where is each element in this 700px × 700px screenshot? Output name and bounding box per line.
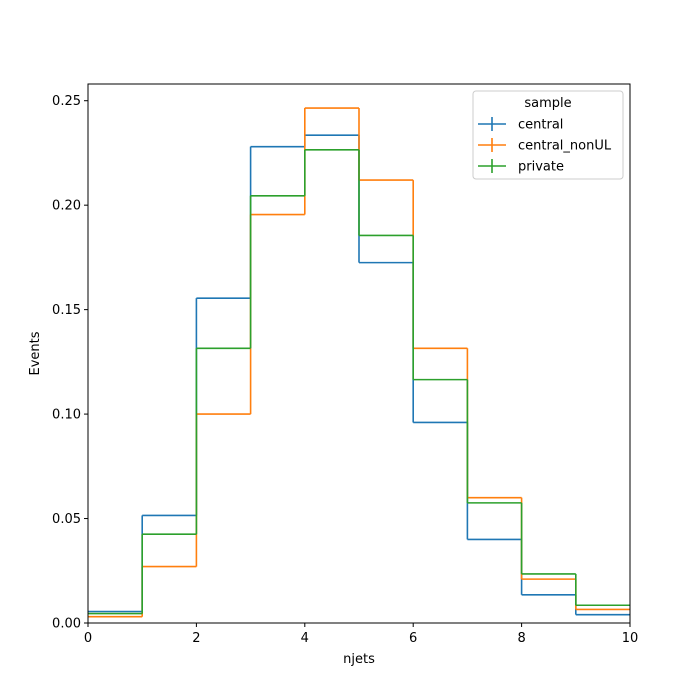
- series-layer: [88, 107, 630, 618]
- legend-label-private: private: [518, 160, 564, 175]
- y-tick-label: 0.20: [52, 199, 81, 214]
- x-tick-label: 10: [622, 631, 639, 646]
- y-axis-label: Events: [28, 331, 43, 375]
- legend-title: sample: [524, 96, 571, 111]
- legend-item-private: private: [478, 159, 564, 175]
- legend-label-central_nonUL: central_nonUL: [518, 139, 612, 154]
- x-tick-label: 2: [192, 631, 200, 646]
- y-tick-label: 0.05: [52, 512, 81, 527]
- x-tick-label: 0: [84, 631, 92, 646]
- series-private: [88, 149, 630, 615]
- legend-label-central: central: [518, 118, 563, 133]
- x-axis-label: njets: [343, 652, 375, 667]
- x-tick-label: 6: [409, 631, 417, 646]
- legend-item-central_nonUL: central_nonUL: [478, 138, 612, 154]
- x-tick-label: 4: [301, 631, 309, 646]
- y-tick-label: 0.15: [52, 303, 81, 318]
- y-tick-label: 0.25: [52, 94, 81, 109]
- axes-layer: 0 2 4 6 8 10 0.00 0.05 0.10 0.15 0.20 0.25: [52, 83, 639, 646]
- y-tick-label: 0.10: [52, 408, 81, 423]
- x-tick-label: 8: [517, 631, 525, 646]
- axes-frame: [87, 83, 631, 624]
- legend-frame: [472, 90, 624, 180]
- y-tick-label: 0.00: [52, 617, 81, 632]
- legend-item-central: central: [478, 117, 563, 133]
